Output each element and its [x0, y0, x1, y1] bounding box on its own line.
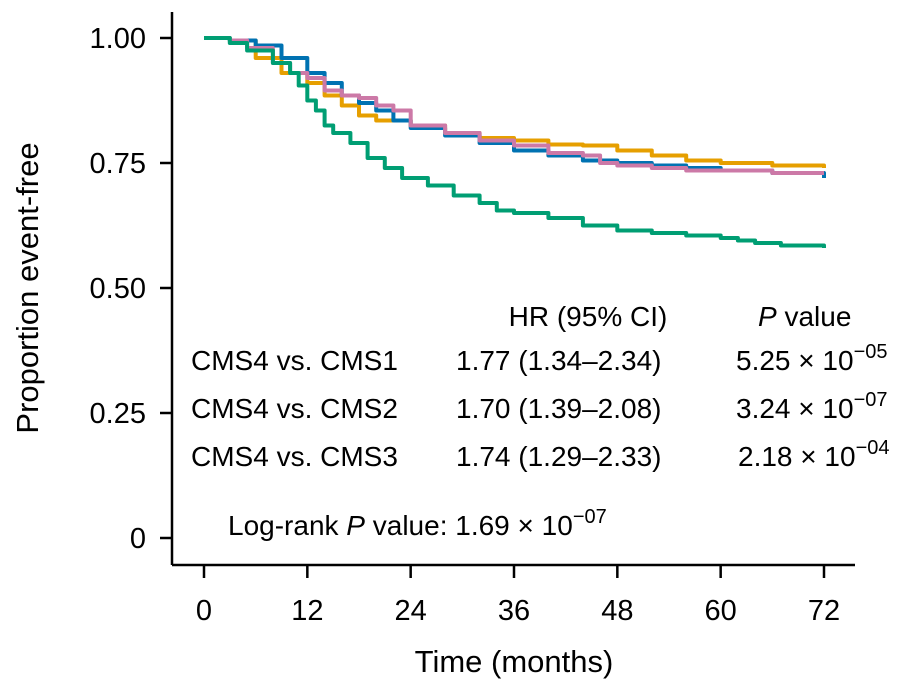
y-tick-label: 1.00	[90, 23, 146, 55]
hr-header: HR (95% CI)	[509, 301, 668, 332]
x-ticks: 0 12 24 36 48 60 72	[196, 565, 840, 627]
y-tick-label: 0.50	[90, 273, 146, 305]
y-ticks: 0 0.25 0.50 0.75 1.00	[90, 23, 172, 555]
x-tick-label: 72	[808, 595, 840, 627]
row-1-comparison: CMS4 vs. CMS1	[191, 345, 398, 376]
row-2-pvalue: 3.24 × 10−07	[736, 389, 888, 424]
x-tick-label: 36	[498, 595, 530, 627]
survival-curves	[204, 36, 826, 248]
row-1-hr: 1.77 (1.34–2.34)	[456, 345, 662, 376]
x-tick-label: 48	[601, 595, 633, 627]
axes	[170, 12, 855, 567]
row-3-comparison: CMS4 vs. CMS3	[191, 441, 398, 472]
row-3-pvalue: 2.18 × 10−04	[738, 437, 890, 472]
y-axis-title: Proportion event-free	[10, 142, 45, 433]
p-header-italic: P	[758, 301, 777, 332]
x-tick-label: 12	[291, 595, 323, 627]
survival-curve-2	[204, 36, 826, 178]
y-tick-label: 0	[130, 523, 146, 555]
row-3-hr: 1.74 (1.29–2.33)	[456, 441, 662, 472]
row-1-pvalue: 5.25 × 10−05	[736, 341, 888, 376]
annotation-table: HR (95% CI) P value CMS4 vs. CMS1 1.77 (…	[191, 301, 890, 541]
x-tick-label: 0	[196, 595, 212, 627]
y-tick-label: 0.25	[90, 398, 146, 430]
y-tick-label: 0.75	[90, 148, 146, 180]
x-tick-label: 24	[395, 595, 427, 627]
x-axis-title: Time (months)	[415, 644, 614, 679]
logrank-pvalue: Log-rank P value: 1.69 × 10−07	[228, 506, 607, 541]
p-header-rest: value	[777, 301, 852, 332]
row-2-hr: 1.70 (1.39–2.08)	[456, 393, 662, 424]
p-value-header: P value	[758, 301, 851, 332]
row-2-comparison: CMS4 vs. CMS2	[191, 393, 398, 424]
x-tick-label: 60	[705, 595, 737, 627]
survival-curve-4	[204, 36, 826, 248]
